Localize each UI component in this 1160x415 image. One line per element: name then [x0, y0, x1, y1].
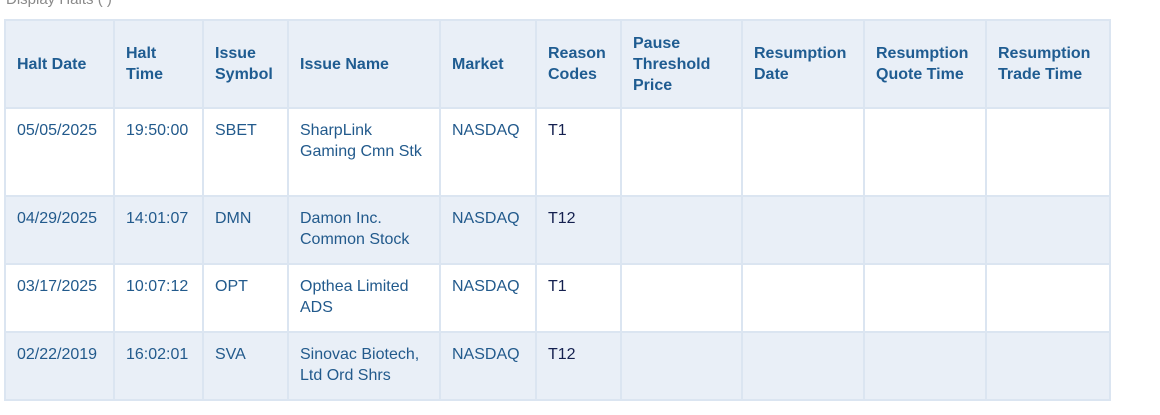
resumption-trade-time-cell — [985, 107, 1111, 197]
resumption-trade-time-cell — [985, 195, 1111, 265]
halt-date-cell: 05/05/2025 — [4, 107, 115, 197]
resumption-trade-time-cell — [985, 263, 1111, 333]
halt-date-cell: 02/22/2019 — [4, 331, 115, 401]
issue-name-cell: SharpLink Gaming Cmn Stk — [287, 107, 441, 197]
header-issue-symbol[interactable]: Issue Symbol — [202, 19, 289, 109]
halts-table: Halt Date Halt Time Issue Symbol Issue N… — [4, 19, 1111, 401]
issue-symbol-cell: DMN — [202, 195, 289, 265]
table-row: 04/29/2025 14:01:07 DMN Damon Inc. Commo… — [4, 195, 1111, 265]
resumption-quote-time-cell — [863, 107, 987, 197]
header-resumption-date[interactable]: Resumption Date — [741, 19, 865, 109]
header-issue-name[interactable]: Issue Name — [287, 19, 441, 109]
header-halt-date[interactable]: Halt Date — [4, 19, 115, 109]
resumption-quote-time-cell — [863, 331, 987, 401]
table-row: 02/22/2019 16:02:01 SVA Sinovac Biotech,… — [4, 331, 1111, 401]
resumption-date-cell — [741, 195, 865, 265]
issue-symbol-cell: SVA — [202, 331, 289, 401]
issue-symbol-cell: OPT — [202, 263, 289, 333]
issue-name-cell: Damon Inc. Common Stock — [287, 195, 441, 265]
reason-code-cell[interactable]: T12 — [535, 331, 622, 401]
pause-threshold-price-cell — [620, 195, 743, 265]
halt-time-cell: 14:01:07 — [113, 195, 204, 265]
resumption-date-cell — [741, 331, 865, 401]
table-row: 05/05/2025 19:50:00 SBET SharpLink Gamin… — [4, 107, 1111, 197]
resumption-date-cell — [741, 107, 865, 197]
market-cell: NASDAQ — [439, 107, 537, 197]
halt-date-cell: 03/17/2025 — [4, 263, 115, 333]
table-header-row: Halt Date Halt Time Issue Symbol Issue N… — [4, 19, 1111, 109]
resumption-quote-time-cell — [863, 195, 987, 265]
header-reason-codes[interactable]: Reason Codes — [535, 19, 622, 109]
halts-table-container: Halt Date Halt Time Issue Symbol Issue N… — [4, 19, 1111, 401]
header-resumption-quote-time[interactable]: Resumption Quote Time — [863, 19, 987, 109]
halt-time-cell: 16:02:01 — [113, 331, 204, 401]
market-cell: NASDAQ — [439, 195, 537, 265]
header-resumption-trade-time[interactable]: Resumption Trade Time — [985, 19, 1111, 109]
resumption-quote-time-cell — [863, 263, 987, 333]
reason-code-cell[interactable]: T12 — [535, 195, 622, 265]
reason-code-cell[interactable]: T1 — [535, 107, 622, 197]
reason-code-cell[interactable]: T1 — [535, 263, 622, 333]
issue-name-cell: Opthea Limited ADS — [287, 263, 441, 333]
pause-threshold-price-cell — [620, 107, 743, 197]
halt-time-cell: 19:50:00 — [113, 107, 204, 197]
halt-time-cell: 10:07:12 — [113, 263, 204, 333]
market-cell: NASDAQ — [439, 263, 537, 333]
pause-threshold-price-cell — [620, 263, 743, 333]
issue-name-cell: Sinovac Biotech, Ltd Ord Shrs — [287, 331, 441, 401]
market-cell: NASDAQ — [439, 331, 537, 401]
header-market[interactable]: Market — [439, 19, 537, 109]
header-pause-threshold-price[interactable]: Pause Threshold Price — [620, 19, 743, 109]
pause-threshold-price-cell — [620, 331, 743, 401]
header-halt-time[interactable]: Halt Time — [113, 19, 204, 109]
resumption-date-cell — [741, 263, 865, 333]
top-note: Display Halts ( ) — [6, 0, 112, 8]
issue-symbol-cell: SBET — [202, 107, 289, 197]
halt-date-cell: 04/29/2025 — [4, 195, 115, 265]
resumption-trade-time-cell — [985, 331, 1111, 401]
table-row: 03/17/2025 10:07:12 OPT Opthea Limited A… — [4, 263, 1111, 333]
